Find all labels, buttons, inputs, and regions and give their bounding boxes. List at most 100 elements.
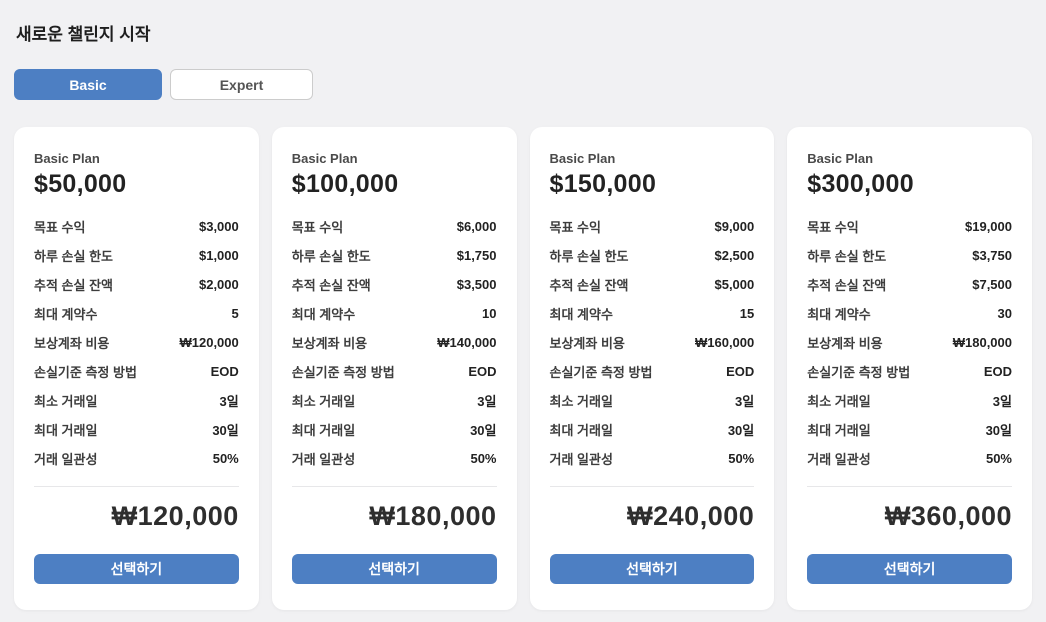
spec-value: 50% [212, 451, 239, 466]
spec-value: 50% [728, 451, 755, 466]
tab-expert[interactable]: Expert [170, 69, 313, 100]
plan-amount: $50,000 [34, 170, 127, 198]
spec-label: 거래 일관성 [291, 452, 356, 467]
spec-row: 최소 거래일 3일 [34, 386, 239, 415]
spec-value: 30 [997, 306, 1012, 321]
plan-name: Basic Plan [34, 151, 100, 166]
spec-label: 최대 계약수 [34, 307, 98, 322]
plan-price: ₩120,000 [111, 501, 239, 531]
spec-value: $3,750 [972, 248, 1012, 263]
spec-label: 하루 손실 한도 [34, 249, 113, 264]
spec-row: 최대 계약수 10 [292, 299, 497, 328]
spec-row: 하루 손실 한도 $1,000 [34, 241, 239, 270]
spec-label: 손실기준 측정 방법 [807, 365, 911, 380]
spec-value: 50% [470, 451, 497, 466]
spec-label: 보상계좌 비용 [34, 336, 110, 351]
plan-name: Basic Plan [807, 151, 874, 166]
plan-name: Basic Plan [291, 151, 358, 166]
spec-label: 최소 거래일 [34, 394, 98, 409]
spec-label: 추적 손실 잔액 [807, 278, 887, 293]
spec-label: 보상계좌 비용 [549, 336, 625, 351]
spec-row: 목표 수익 $3,000 [34, 212, 239, 241]
spec-value: 10 [482, 306, 497, 321]
spec-label: 최대 계약수 [549, 307, 613, 322]
spec-value: 5 [231, 306, 239, 321]
spec-row: 추적 손실 잔액 $7,500 [807, 270, 1012, 299]
spec-value: $2,500 [714, 248, 755, 263]
spec-label: 하루 손실 한도 [807, 249, 887, 264]
spec-row: 보상계좌 비용 ₩120,000 [34, 328, 239, 357]
spec-row: 보상계좌 비용 ₩140,000 [292, 328, 497, 357]
spec-label: 손실기준 측정 방법 [549, 365, 653, 380]
divider [807, 486, 1012, 487]
spec-value: $2,000 [198, 277, 239, 292]
spec-value: $19,000 [965, 219, 1012, 234]
spec-value: ₩120,000 [179, 335, 239, 350]
spec-label: 추적 손실 잔액 [291, 278, 371, 293]
spec-label: 목표 수익 [34, 220, 86, 235]
spec-value: $1,000 [198, 248, 239, 263]
spec-row: 거래 일관성 50% [34, 444, 239, 473]
spec-row: 손실기준 측정 방법 EOD [550, 357, 755, 386]
select-plan-button[interactable]: 선택하기 [34, 554, 239, 584]
spec-label: 최대 거래일 [807, 423, 871, 438]
plan-card-150k: Basic Plan $150,000 목표 수익 $9,000 하루 손실 한… [529, 127, 775, 610]
spec-label: 목표 수익 [807, 220, 859, 235]
spec-row: 최대 거래일 30일 [292, 415, 497, 444]
plan-cards: Basic Plan $50,000 목표 수익 $3,000 하루 손실 한도… [14, 127, 1032, 610]
spec-value: ₩160,000 [694, 335, 755, 350]
spec-value: $3,000 [198, 219, 239, 234]
plan-price: ₩360,000 [884, 501, 1012, 531]
spec-label: 하루 손실 한도 [291, 249, 371, 264]
spec-row: 손실기준 측정 방법 EOD [34, 357, 239, 386]
spec-value: 30일 [212, 423, 239, 438]
spec-value: 50% [985, 451, 1012, 466]
spec-row: 추적 손실 잔액 $3,500 [292, 270, 497, 299]
spec-value: $7,500 [972, 277, 1012, 292]
spec-value: EOD [468, 364, 497, 379]
select-plan-button[interactable]: 선택하기 [807, 554, 1012, 584]
plan-amount: $100,000 [291, 170, 399, 198]
spec-value: $1,750 [456, 248, 497, 263]
spec-row: 최대 거래일 30일 [34, 415, 239, 444]
spec-label: 목표 수익 [291, 220, 344, 235]
spec-value: $9,000 [714, 219, 755, 234]
spec-label: 최대 계약수 [291, 307, 356, 322]
plan-price: ₩240,000 [627, 501, 755, 531]
spec-label: 거래 일관성 [549, 452, 613, 467]
spec-row: 거래 일관성 50% [292, 444, 497, 473]
tab-basic[interactable]: Basic [14, 69, 162, 100]
plan-card-50k: Basic Plan $50,000 목표 수익 $3,000 하루 손실 한도… [14, 127, 259, 610]
spec-row: 목표 수익 $19,000 [807, 212, 1012, 241]
page-title: 새로운 챌린지 시작 [16, 25, 151, 44]
spec-row: 손실기준 측정 방법 EOD [292, 357, 497, 386]
select-plan-button[interactable]: 선택하기 [549, 554, 755, 584]
spec-row: 최소 거래일 3일 [550, 386, 755, 415]
spec-label: 손실기준 측정 방법 [34, 365, 137, 380]
spec-value: 3일 [735, 394, 755, 409]
spec-label: 보상계좌 비용 [291, 336, 368, 351]
plan-price: ₩180,000 [369, 501, 497, 531]
spec-value: $6,000 [456, 219, 497, 234]
plan-amount: $150,000 [549, 170, 657, 198]
spec-value: 30일 [727, 423, 755, 438]
spec-label: 목표 수익 [549, 220, 601, 235]
spec-value: 30일 [470, 423, 497, 438]
divider [34, 486, 239, 487]
spec-row: 목표 수익 $9,000 [550, 212, 755, 241]
spec-label: 최대 거래일 [291, 423, 356, 438]
select-plan-button[interactable]: 선택하기 [291, 554, 497, 584]
spec-label: 최대 계약수 [807, 307, 871, 322]
spec-row: 최대 계약수 30 [807, 299, 1012, 328]
spec-label: 최소 거래일 [549, 394, 613, 409]
spec-row: 최대 계약수 15 [550, 299, 755, 328]
plan-type-tabs: Basic Expert [14, 69, 1032, 100]
spec-label: 최대 거래일 [34, 423, 98, 438]
spec-label: 거래 일관성 [34, 452, 98, 467]
spec-label: 추적 손실 잔액 [549, 278, 629, 293]
spec-value: 3일 [219, 394, 239, 409]
spec-value: ₩180,000 [952, 335, 1012, 350]
divider [291, 486, 497, 487]
spec-row: 보상계좌 비용 ₩160,000 [550, 328, 755, 357]
